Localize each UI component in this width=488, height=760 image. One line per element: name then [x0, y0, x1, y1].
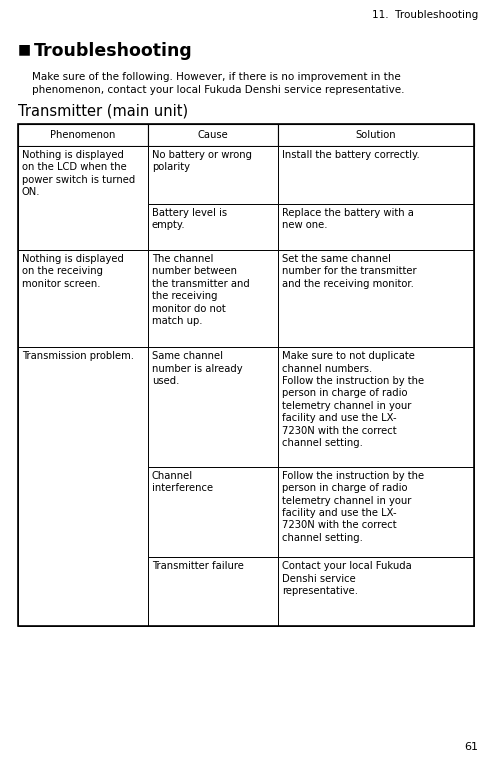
Bar: [148, 347, 278, 467]
Text: Make sure of the following. However, if there is no improvement in the: Make sure of the following. However, if …: [32, 72, 401, 82]
Text: Transmitter (main unit): Transmitter (main unit): [18, 104, 188, 119]
Text: ■: ■: [18, 42, 31, 56]
Bar: [148, 557, 278, 626]
Text: Battery level is
empty.: Battery level is empty.: [152, 207, 227, 230]
Bar: [278, 146, 474, 204]
Text: Nothing is displayed
on the receiving
monitor screen.: Nothing is displayed on the receiving mo…: [22, 254, 124, 289]
Bar: [148, 146, 278, 204]
Text: Follow the instruction by the
person in charge of radio
telemetry channel in you: Follow the instruction by the person in …: [282, 470, 424, 543]
Bar: [148, 204, 278, 250]
Bar: [278, 347, 474, 467]
Bar: [278, 467, 474, 557]
Bar: [148, 124, 278, 146]
Text: No battery or wrong
polarity: No battery or wrong polarity: [152, 150, 252, 173]
Bar: [18, 146, 148, 250]
Bar: [18, 250, 148, 347]
Text: Nothing is displayed
on the LCD when the
power switch is turned
ON.: Nothing is displayed on the LCD when the…: [22, 150, 135, 197]
Text: Install the battery correctly.: Install the battery correctly.: [282, 150, 420, 160]
Text: Same channel
number is already
used.: Same channel number is already used.: [152, 351, 243, 386]
Text: 61: 61: [464, 742, 478, 752]
Text: Phenomenon: Phenomenon: [50, 130, 116, 140]
Text: Transmitter failure: Transmitter failure: [152, 562, 244, 572]
Text: Channel
interference: Channel interference: [152, 470, 213, 493]
Text: Replace the battery with a
new one.: Replace the battery with a new one.: [282, 207, 414, 230]
Bar: [278, 250, 474, 347]
Bar: [18, 124, 474, 626]
Bar: [278, 204, 474, 250]
Text: phenomenon, contact your local Fukuda Denshi service representative.: phenomenon, contact your local Fukuda De…: [32, 85, 405, 95]
Text: 11.  Troubleshooting: 11. Troubleshooting: [372, 10, 478, 20]
Bar: [18, 124, 148, 146]
Text: Contact your local Fukuda
Denshi service
representative.: Contact your local Fukuda Denshi service…: [282, 562, 412, 597]
Text: Set the same channel
number for the transmitter
and the receiving monitor.: Set the same channel number for the tran…: [282, 254, 417, 289]
Text: The channel
number between
the transmitter and
the receiving
monitor do not
matc: The channel number between the transmitt…: [152, 254, 250, 326]
Bar: [278, 557, 474, 626]
Bar: [18, 347, 148, 626]
Text: Cause: Cause: [198, 130, 228, 140]
Bar: [148, 250, 278, 347]
Text: Troubleshooting: Troubleshooting: [34, 42, 193, 60]
Text: Solution: Solution: [356, 130, 396, 140]
Bar: [278, 124, 474, 146]
Text: Make sure to not duplicate
channel numbers.
Follow the instruction by the
person: Make sure to not duplicate channel numbe…: [282, 351, 424, 448]
Bar: [148, 467, 278, 557]
Text: Transmission problem.: Transmission problem.: [22, 351, 134, 361]
